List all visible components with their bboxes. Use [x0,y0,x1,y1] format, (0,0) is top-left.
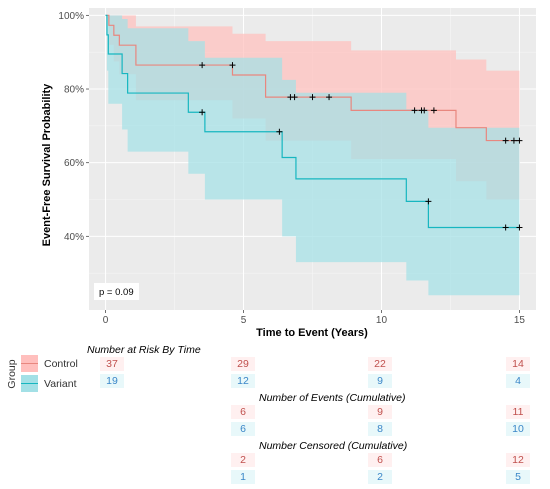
cell-bg [100,374,124,388]
x-tick-label: 15 [514,315,526,326]
y-axis-ticks: 40% 60% 80% 100% [58,11,89,243]
censor-mark-control [510,137,517,144]
cell-bg [368,453,392,467]
events-control-value: 9 [377,406,383,418]
cell-bg [231,405,255,419]
events-variant-value: 10 [512,423,524,435]
at-risk-variant-value: 19 [106,375,118,387]
cell-bg [368,357,392,371]
cell-bg [231,453,255,467]
censor-mark-control [430,107,437,114]
censor-mark-control [229,62,236,69]
censored-variant-value: 1 [240,471,246,483]
at-risk-control-value: 22 [374,358,386,370]
censor-mark-control [421,107,428,114]
at-risk-variant-value: 4 [515,375,521,387]
at-risk-control-value: 14 [512,358,524,370]
events-title: Number of Events (Cumulative) [259,392,405,404]
x-tick-label: 5 [241,315,247,326]
censor-mark-variant [425,198,432,205]
p-value-label: p = 0.09 [99,287,134,298]
censor-mark-control [199,62,206,69]
censored-variant-value: 5 [515,471,521,483]
y-tick-label: 100% [58,11,84,22]
cell-bg [100,357,124,371]
censor-mark-control [411,107,418,114]
cell-bg [506,374,530,388]
cell-bg [506,453,530,467]
survival-curve-control [105,14,520,142]
cell-bg [231,357,255,371]
y-tick-label: 40% [64,232,84,243]
cell-bg [506,357,530,371]
at-risk-control-value: 37 [106,358,118,370]
censored-control-value: 2 [240,454,246,466]
cell-bg [506,470,530,484]
risk-table: Number at Risk By Time Number of Events … [87,344,530,484]
censored-title: Number Censored (Cumulative) [259,440,407,452]
legend: Group Control Variant [6,355,78,392]
ci-band-variant [105,15,520,296]
x-tick-label: 10 [376,315,388,326]
p-value-box: p = 0.09 [94,283,139,300]
censor-mark-control [309,94,316,101]
censor-mark-variant [276,128,283,135]
censor-mark-variant [516,224,523,231]
events-variant-value: 6 [240,423,246,435]
cell-bg [506,405,530,419]
censor-marks [199,62,523,231]
x-axis-title: Time to Event (Years) [256,327,368,339]
censor-mark-control [516,137,523,144]
survival-curves [105,14,520,229]
censored-variant-value: 2 [377,471,383,483]
events-control-value: 6 [240,406,246,418]
events-control-value: 11 [513,406,524,418]
at-risk-control-value: 29 [237,358,249,370]
censor-mark-variant [199,109,206,116]
y-axis-title: Event-Free Survival Probability [41,83,53,246]
censor-mark-control [502,137,509,144]
at-risk-variant-value: 9 [377,375,383,387]
cell-bg [368,422,392,436]
x-tick-label: 0 [103,315,109,326]
censored-control-value: 6 [377,454,383,466]
at-risk-title: Number at Risk By Time [87,344,201,356]
censor-mark-variant [502,224,509,231]
cell-bg [368,470,392,484]
x-axis-ticks: 0 5 10 15 [103,310,526,326]
censored-control-value: 12 [512,454,524,466]
cell-bg [231,470,255,484]
cell-bg [368,374,392,388]
cell-bg [368,405,392,419]
censor-mark-control [291,94,298,101]
survival-curve-variant [105,14,520,229]
cell-bg [231,374,255,388]
confidence-bands [105,15,520,296]
y-tick-label: 80% [64,85,84,96]
legend-label-control: Control [44,358,78,370]
at-risk-variant-value: 12 [237,375,249,387]
events-variant-value: 8 [377,423,383,435]
cell-bg [506,422,530,436]
cell-bg [231,422,255,436]
y-tick-label: 60% [64,158,84,169]
censor-mark-control [326,94,333,101]
legend-title: Group [6,359,18,388]
legend-label-variant: Variant [44,378,77,390]
